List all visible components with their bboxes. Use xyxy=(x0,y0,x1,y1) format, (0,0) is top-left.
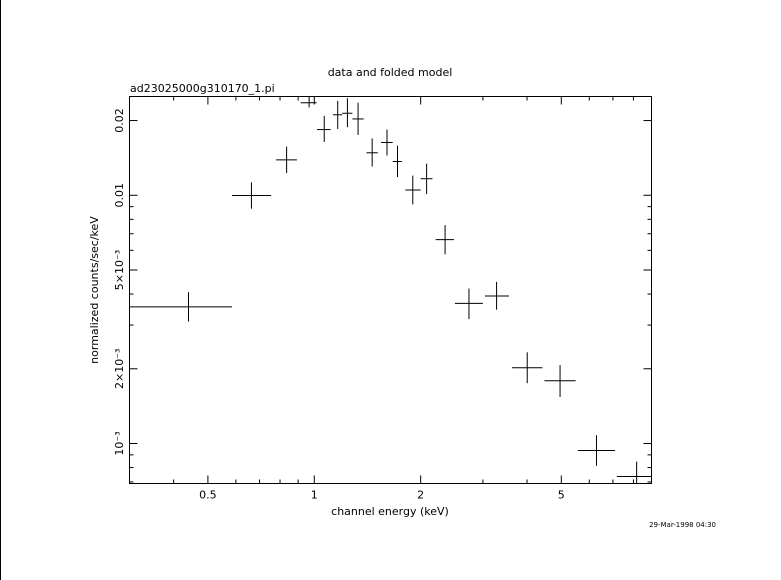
data-point xyxy=(276,146,297,173)
data-point xyxy=(544,365,576,397)
x-tick-label: 5 xyxy=(558,489,565,502)
x-tick-label: 0.5 xyxy=(199,489,217,502)
data-point xyxy=(333,100,343,129)
data-point xyxy=(317,115,331,142)
data-point xyxy=(352,102,364,135)
data-point xyxy=(231,182,272,209)
axis-ticks xyxy=(129,96,652,484)
plot-frame xyxy=(129,96,652,484)
data-point xyxy=(484,281,509,310)
data-point xyxy=(616,461,652,484)
data-point xyxy=(577,435,616,466)
chart-title: data and folded model xyxy=(328,66,453,79)
x-tick-label: 1 xyxy=(311,489,318,502)
data-points xyxy=(129,96,652,484)
y-tick-label: 10⁻³ xyxy=(113,431,126,455)
chart-subtitle: ad23025000g310170_1.pi xyxy=(130,82,275,95)
data-point xyxy=(129,292,232,322)
data-point xyxy=(381,129,393,156)
data-point xyxy=(392,145,402,178)
y-axis-label: normalized counts/sec/keV xyxy=(88,216,101,364)
data-point xyxy=(342,98,353,128)
x-tick-label: 2 xyxy=(417,489,424,502)
y-tick-label: 2×10⁻³ xyxy=(113,349,126,389)
data-point xyxy=(300,96,317,108)
data-point xyxy=(454,288,483,320)
data-point xyxy=(511,352,543,384)
tick-labels: 0.5 1 2 5 0.02 0.01 5×10⁻³ 2×10⁻³ 10⁻³ xyxy=(113,108,565,501)
x-axis-label: channel energy (keV) xyxy=(331,505,449,518)
data-point xyxy=(420,163,433,194)
y-tick-label: 0.01 xyxy=(113,183,126,208)
data-point xyxy=(366,138,378,167)
data-point xyxy=(435,225,454,255)
y-tick-label: 5×10⁻³ xyxy=(113,250,126,290)
timestamp: 29-Mar-1998 04:30 xyxy=(649,521,716,529)
data-point xyxy=(405,175,421,205)
y-tick-label: 0.02 xyxy=(113,108,126,132)
